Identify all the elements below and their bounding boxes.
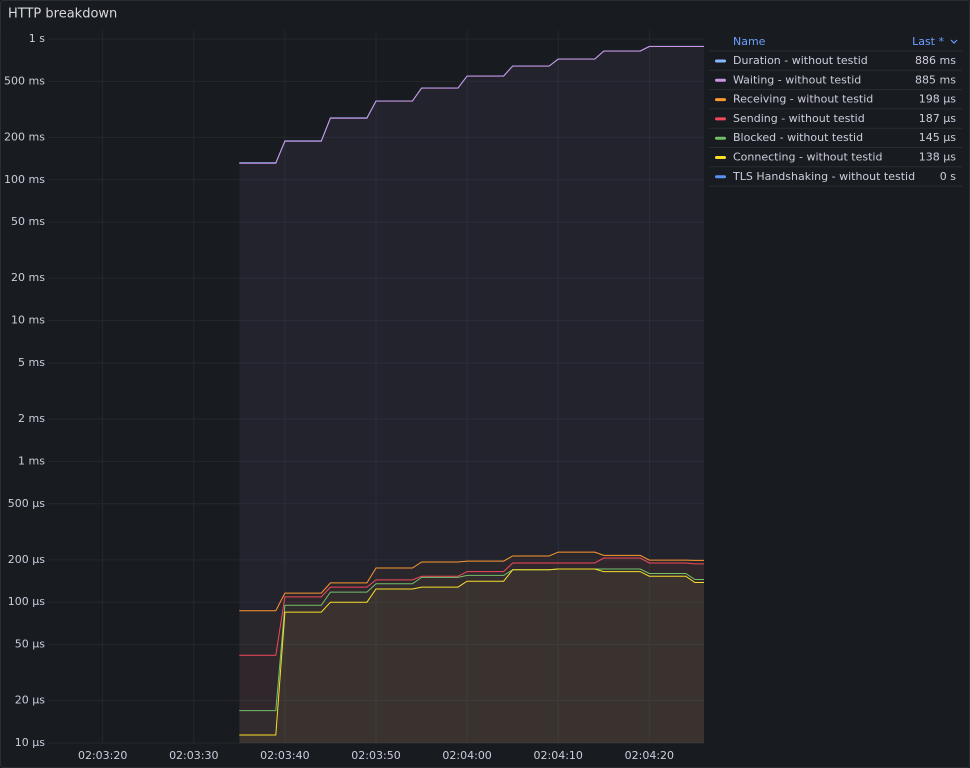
y-tick-label: 10 µs (15, 736, 45, 749)
y-tick-label: 1 s (29, 32, 45, 45)
legend-name: Waiting - without testid (733, 73, 861, 86)
legend-last: 886 ms (915, 54, 956, 67)
x-tick-label: 02:04:20 (625, 749, 674, 762)
series-line (239, 568, 704, 712)
y-tick-label: 50 ms (11, 215, 45, 228)
y-tick-label: 500 ms (4, 74, 45, 87)
legend-name: TLS Handshaking - without testid (732, 170, 915, 183)
x-tick-label: 02:03:40 (260, 749, 309, 762)
y-tick-label: 20 ms (11, 271, 45, 284)
y-tick-label: 200 ms (4, 130, 45, 143)
y-tick-label: 500 µs (8, 497, 45, 510)
legend-header-last[interactable]: Last * (912, 35, 944, 48)
series-line (239, 46, 704, 164)
y-tick-label: 50 µs (15, 638, 45, 651)
legend-header-name[interactable]: Name (733, 35, 766, 48)
y-tick-label: 5 ms (18, 356, 45, 369)
legend-swatch (715, 136, 726, 140)
legend-last: 0 s (940, 170, 956, 183)
x-tick-label: 02:03:50 (351, 749, 400, 762)
series-line (239, 568, 704, 736)
y-tick-label: 100 µs (8, 595, 45, 608)
y-tick-label: 100 ms (4, 173, 45, 186)
y-tick-label: 200 µs (8, 553, 45, 566)
y-tick-label: 20 µs (15, 694, 45, 707)
legend-name: Receiving - without testid (733, 93, 873, 106)
legend-last: 138 µs (919, 151, 956, 164)
legend-swatch (715, 175, 726, 179)
legend-swatch (715, 78, 726, 82)
y-tick-label: 1 ms (18, 454, 45, 467)
series-line (239, 551, 704, 612)
legend-last: 885 ms (915, 73, 956, 86)
x-tick-label: 02:04:10 (534, 749, 583, 762)
legend-last: 145 µs (919, 131, 956, 144)
y-tick-label: 10 ms (11, 314, 45, 327)
legend-swatch (715, 98, 726, 102)
series-line (239, 557, 704, 656)
legend-name: Connecting - without testid (733, 151, 882, 164)
x-tick-label: 02:03:30 (169, 749, 218, 762)
x-tick-label: 02:03:20 (78, 749, 127, 762)
sort-chevron[interactable] (950, 39, 958, 44)
legend-name: Duration - without testid (733, 54, 868, 67)
x-tick-label: 02:04:00 (442, 749, 491, 762)
legend-last: 187 µs (919, 112, 956, 125)
legend-swatch (715, 59, 726, 63)
chart-title: HTTP breakdown (8, 7, 117, 22)
legend-swatch (715, 156, 726, 159)
y-tick-label: 2 ms (18, 412, 45, 425)
legend-swatch (715, 117, 726, 121)
legend-last: 198 µs (919, 93, 956, 106)
legend-name: Sending - without testid (733, 112, 865, 125)
legend-name: Blocked - without testid (733, 131, 863, 144)
